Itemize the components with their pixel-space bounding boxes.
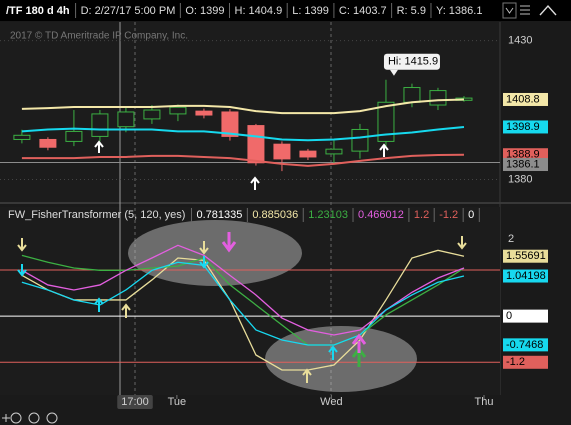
header-bar <box>0 0 571 21</box>
candle-body <box>65 130 83 142</box>
candle-body <box>273 143 291 160</box>
value-tag-label: -1.2 <box>506 356 525 368</box>
value-tag <box>503 158 548 172</box>
down-arrow <box>199 256 209 269</box>
x-tick-label: Thu <box>475 396 494 408</box>
symbol: /TF 180 d 4h <box>6 5 70 17</box>
header-field: O: 1399 <box>185 5 224 17</box>
up-arrow <box>351 333 367 353</box>
study-value: 0.466012 <box>358 209 404 221</box>
watermark: 2017 © TD Ameritrade IP Company, Inc. <box>10 31 188 42</box>
annotation: Hi: 1415.9 <box>388 56 438 68</box>
price-panel <box>0 22 500 202</box>
down-arrow <box>199 241 209 255</box>
header-field: D: 2/27/17 5:00 PM <box>81 5 176 17</box>
study-value: 0 <box>468 209 474 221</box>
candle-body <box>403 87 421 103</box>
value-tag <box>503 92 548 106</box>
icon-button[interactable] <box>539 4 557 16</box>
study-value: -1.2 <box>439 209 458 221</box>
value-tag-label: 1388.9 <box>506 149 540 161</box>
down-arrow <box>221 232 237 253</box>
up-arrow <box>94 297 104 312</box>
study-line <box>21 254 465 346</box>
down-arrow <box>457 236 467 250</box>
candle-body <box>91 113 109 137</box>
value-tag-label: 1386.1 <box>506 158 540 170</box>
y-tick-label: 1430 <box>508 35 532 47</box>
annotation-box <box>383 53 440 70</box>
x-tick-label: Tue <box>168 396 187 408</box>
value-tag <box>503 148 548 162</box>
candle-body <box>299 150 317 158</box>
candle-body <box>39 138 57 148</box>
value-tag-label: 1.55691 <box>506 250 546 262</box>
zoom-reset[interactable] <box>46 412 58 424</box>
ma-line <box>21 98 465 115</box>
up-arrow <box>328 345 338 360</box>
value-tag <box>503 120 548 134</box>
down-arrow <box>17 264 27 277</box>
cursor-time-box <box>117 395 153 409</box>
header-field: R: 5.9 <box>397 5 426 17</box>
candle-body <box>325 148 343 155</box>
header-field: L: 1399 <box>292 5 329 17</box>
study-line <box>21 249 465 371</box>
up-arrow <box>302 368 312 383</box>
candle-body <box>13 134 31 140</box>
header-field: H: 1404.9 <box>235 5 283 17</box>
up-arrow <box>250 176 260 190</box>
candle-body <box>351 128 369 152</box>
value-tag-label: 1.04198 <box>506 270 546 282</box>
up-arrow <box>94 140 104 153</box>
x-tick-label: 17:00 <box>121 396 149 408</box>
candle-body <box>221 111 239 137</box>
study-value: 0.885036 <box>252 209 298 221</box>
value-tag-label: 1408.8 <box>506 93 540 105</box>
pan[interactable] <box>2 414 10 422</box>
study-value: 1.23103 <box>308 209 348 221</box>
ma-line <box>21 125 465 142</box>
study-value: 0.781335 <box>196 209 242 221</box>
candle-body <box>377 101 395 142</box>
header-field: Y: 1386.1 <box>436 5 483 17</box>
x-tick-label: Wed <box>320 396 342 408</box>
header-field: C: 1403.7 <box>339 5 387 17</box>
down-arrow <box>17 238 27 252</box>
candle-body <box>169 106 187 115</box>
study-title: FW_FisherTransformer (5, 120, yes) <box>8 209 185 221</box>
y-tick-label: 1380 <box>508 173 532 185</box>
up-arrow <box>121 303 131 318</box>
value-tag <box>503 338 548 352</box>
icon-button[interactable] <box>502 2 517 19</box>
value-tag <box>503 249 548 263</box>
candle-body <box>117 111 135 128</box>
icon-button[interactable] <box>520 5 530 15</box>
value-tag-label: 0 <box>506 310 512 322</box>
annotation-pointer <box>389 69 398 76</box>
zoom-out[interactable] <box>28 412 40 424</box>
up-arrow <box>379 143 389 157</box>
candle-body <box>247 125 265 164</box>
candle-body <box>143 109 161 120</box>
value-tag <box>503 309 548 323</box>
y-tick-label: 2 <box>508 233 514 245</box>
toolbar <box>2 412 58 424</box>
candle-body <box>429 90 447 106</box>
signal-arrows <box>17 140 467 383</box>
value-tag-label: -0.7468 <box>506 339 543 351</box>
value-tag-label: 1398.9 <box>506 121 540 133</box>
zoom-in[interactable] <box>10 412 22 424</box>
icon <box>505 7 514 14</box>
value-tag <box>503 355 548 369</box>
value-tag <box>503 269 548 283</box>
ma-line <box>21 153 464 167</box>
candle-body <box>195 110 213 116</box>
study-value: 1.2 <box>414 209 429 221</box>
